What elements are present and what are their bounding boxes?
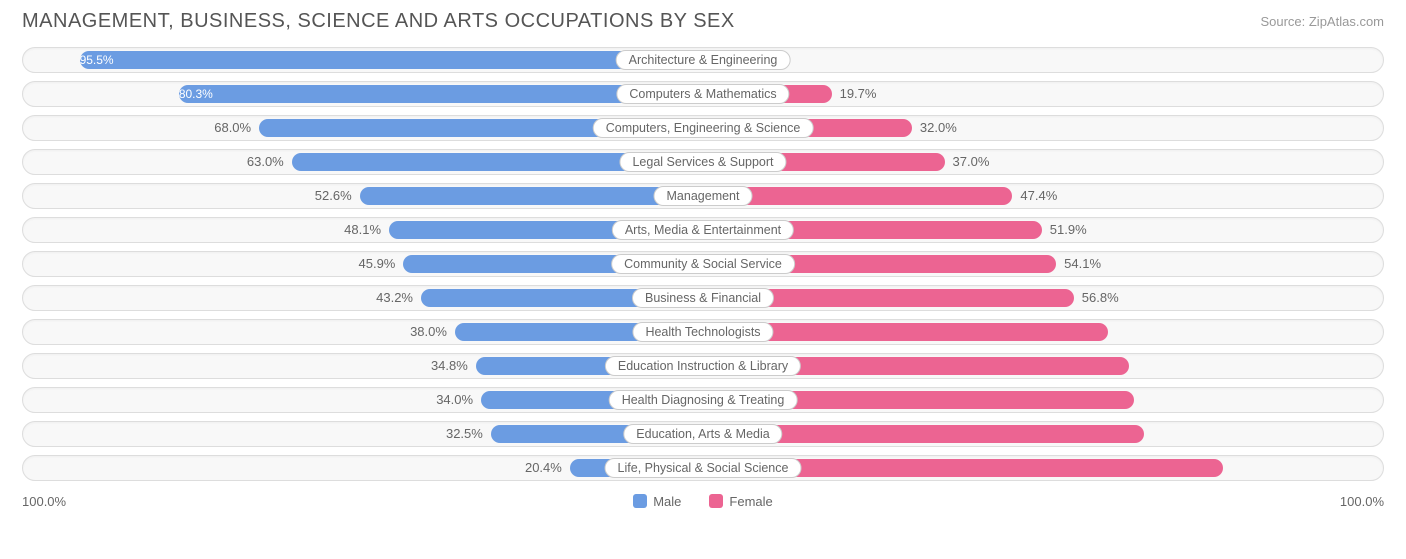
chart-row: 32.5%67.5%Education, Arts & Media: [22, 421, 1384, 447]
diverging-bar-chart: 4.5%95.5%Architecture & Engineering19.7%…: [22, 47, 1384, 481]
pct-label-male: 20.4%: [525, 456, 562, 481]
category-badge: Community & Social Service: [611, 254, 795, 274]
axis-label-left: 100.0%: [22, 494, 66, 509]
pct-label-female: 51.9%: [1050, 218, 1087, 243]
chart-row: 4.5%95.5%Architecture & Engineering: [22, 47, 1384, 73]
pct-label-male: 45.9%: [359, 252, 396, 277]
legend-item-male: Male: [633, 494, 681, 509]
chart-header: MANAGEMENT, BUSINESS, SCIENCE AND ARTS O…: [22, 10, 1384, 33]
chart-row: 34.8%65.2%Education Instruction & Librar…: [22, 353, 1384, 379]
pct-label-male: 68.0%: [214, 116, 251, 141]
pct-label-male: 95.5%: [80, 53, 114, 67]
chart-row: 34.0%66.0%Health Diagnosing & Treating: [22, 387, 1384, 413]
chart-row: 43.2% 56.8% Business & Financial: [22, 285, 1384, 311]
category-badge: Health Technologists: [632, 322, 773, 342]
pct-label-male: 43.2%: [376, 286, 413, 311]
chart-row: 68.0% 32.0% Computers, Engineering & Scien…: [22, 115, 1384, 141]
pct-label-male: 80.3%: [179, 87, 213, 101]
chart-footer: 100.0% Male Female 100.0%: [22, 489, 1384, 513]
category-badge: Arts, Media & Entertainment: [612, 220, 794, 240]
category-badge: Management: [654, 186, 753, 206]
category-badge: Architecture & Engineering: [616, 50, 791, 70]
pct-label-female: 37.0%: [953, 150, 990, 175]
chart-row: 63.0% 37.0% Legal Services & Support: [22, 149, 1384, 175]
legend: Male Female: [633, 494, 773, 509]
chart-row: 38.0%62.0%Health Technologists: [22, 319, 1384, 345]
category-badge: Computers, Engineering & Science: [593, 118, 814, 138]
category-badge: Health Diagnosing & Treating: [609, 390, 798, 410]
pct-label-male: 48.1%: [344, 218, 381, 243]
chart-row: 20.4%79.6%Life, Physical & Social Scienc…: [22, 455, 1384, 481]
bar-male: 95.5%: [80, 51, 703, 69]
pct-label-female: 47.4%: [1020, 184, 1057, 209]
pct-label-female: 54.1%: [1064, 252, 1101, 277]
pct-label-male: 52.6%: [315, 184, 352, 209]
category-badge: Computers & Mathematics: [616, 84, 789, 104]
pct-label-female: 19.7%: [840, 82, 877, 107]
pct-label-female: 32.0%: [920, 116, 957, 141]
category-badge: Life, Physical & Social Science: [605, 458, 802, 478]
chart-row: 19.7% 80.3% Computers & Mathematics: [22, 81, 1384, 107]
axis-label-right: 100.0%: [1340, 494, 1384, 509]
pct-label-male: 38.0%: [410, 320, 447, 345]
pct-label-male: 63.0%: [247, 150, 284, 175]
pct-label-male: 34.0%: [436, 388, 473, 413]
chart-title: MANAGEMENT, BUSINESS, SCIENCE AND ARTS O…: [22, 10, 735, 33]
legend-item-female: Female: [709, 494, 772, 509]
chart-row: 45.9% 54.1% Community & Social Service: [22, 251, 1384, 277]
legend-label-female: Female: [729, 494, 772, 509]
chart-row: 52.6% 47.4% Management: [22, 183, 1384, 209]
bar-male: [360, 187, 703, 205]
pct-label-female: 56.8%: [1082, 286, 1119, 311]
legend-swatch-female: [709, 494, 723, 508]
chart-row: 48.1% 51.9% Arts, Media & Entertainment: [22, 217, 1384, 243]
category-badge: Legal Services & Support: [619, 152, 786, 172]
legend-swatch-male: [633, 494, 647, 508]
chart-source: Source: ZipAtlas.com: [1260, 14, 1384, 29]
pct-label-male: 32.5%: [446, 422, 483, 447]
legend-label-male: Male: [653, 494, 681, 509]
pct-label-male: 34.8%: [431, 354, 468, 379]
category-badge: Education Instruction & Library: [605, 356, 801, 376]
category-badge: Business & Financial: [632, 288, 774, 308]
category-badge: Education, Arts & Media: [623, 424, 782, 444]
